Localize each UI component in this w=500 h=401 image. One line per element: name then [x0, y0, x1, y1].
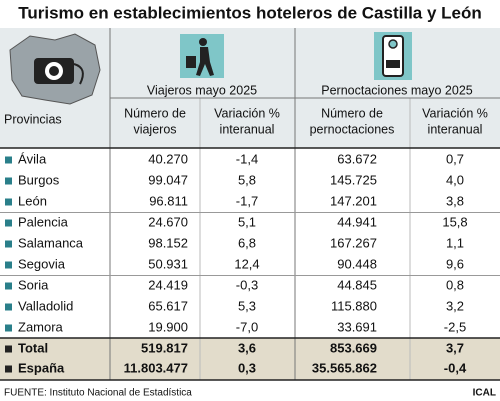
- bullet: [5, 261, 12, 269]
- cell: 5,8: [238, 172, 256, 187]
- cell: 0,3: [238, 360, 256, 375]
- cell: 63.672: [337, 151, 377, 166]
- cell: 3,7: [446, 340, 464, 355]
- row-label: Palencia: [18, 214, 69, 229]
- column-header: Provincias: [4, 112, 62, 126]
- cell: 1,1: [446, 235, 464, 250]
- cell: 24.419: [148, 277, 188, 292]
- cell: 115.880: [331, 298, 377, 313]
- cell: -7,0: [236, 319, 258, 334]
- bullet: [5, 240, 12, 248]
- bullet: [5, 219, 12, 227]
- column-header: Número de: [321, 106, 383, 120]
- cell: 3,2: [446, 298, 464, 313]
- group-header: Pernoctaciones mayo 2025: [321, 83, 473, 97]
- column-header: Número de: [124, 106, 186, 120]
- cell: 44.941: [337, 214, 377, 229]
- cell: 96.811: [149, 193, 188, 208]
- cell: 99.047: [148, 172, 188, 187]
- bullet: [5, 156, 12, 164]
- source: FUENTE: Instituto Nacional de Estadístic…: [4, 388, 192, 399]
- column-header: pernoctaciones: [310, 122, 395, 136]
- cell: 9,6: [446, 256, 464, 271]
- cell: 11.803.477: [124, 360, 188, 375]
- cell: 167.267: [330, 235, 377, 250]
- bullet: [5, 365, 12, 373]
- row-label: Segovia: [18, 256, 66, 271]
- row-label: Valladolid: [18, 298, 73, 313]
- row-label: León: [18, 193, 47, 208]
- cell: 3,8: [446, 193, 464, 208]
- cell: 3,6: [238, 340, 256, 355]
- bullet: [5, 282, 12, 290]
- cell: 50.931: [148, 256, 188, 271]
- cell: 35.565.862: [312, 360, 377, 375]
- traveler-icon: [180, 34, 224, 78]
- column-header: interanual: [220, 122, 275, 136]
- group-header: Viajeros mayo 2025: [147, 83, 257, 97]
- totals-band: [0, 338, 500, 380]
- bullet: [5, 345, 12, 353]
- map-icon: [9, 33, 101, 105]
- cell: 6,8: [238, 235, 256, 250]
- cell: 40.270: [148, 151, 188, 166]
- cell: -2,5: [444, 319, 466, 334]
- cell: 65.617: [148, 298, 188, 313]
- row-label: Salamanca: [18, 235, 84, 250]
- cell: 5,1: [238, 214, 256, 229]
- column-header: interanual: [428, 122, 483, 136]
- cell: 519.817: [141, 340, 188, 355]
- cell: 24.670: [148, 214, 188, 229]
- cell: -1,4: [236, 151, 258, 166]
- bullet: [5, 177, 12, 185]
- cell: 145.725: [330, 172, 377, 187]
- cell: 12,4: [234, 256, 259, 271]
- cell: 15,8: [442, 214, 467, 229]
- title: Turismo en establecimientos hoteleros de…: [18, 3, 482, 22]
- cell: 19.900: [148, 319, 188, 334]
- row-label: España: [18, 360, 65, 375]
- cell: 90.448: [337, 256, 377, 271]
- cell: 4,0: [446, 172, 464, 187]
- cell: 0,7: [446, 151, 464, 166]
- row-label: Total: [18, 340, 48, 355]
- cell: -0,4: [444, 360, 467, 375]
- row-label: Zamora: [18, 319, 64, 334]
- credit: ICAL: [473, 388, 496, 399]
- cell: 147.201: [330, 193, 377, 208]
- cell: -1,7: [236, 193, 258, 208]
- bullet: [5, 303, 12, 311]
- bullet: [5, 198, 12, 206]
- cell: 5,3: [238, 298, 256, 313]
- cell: 98.152: [148, 235, 188, 250]
- door-hanger-icon: [374, 32, 412, 80]
- cell: 44.845: [337, 277, 377, 292]
- column-header: Variación %: [214, 106, 280, 120]
- cell: 33.691: [337, 319, 377, 334]
- row-label: Ávila: [18, 151, 47, 166]
- row-label: Soria: [18, 277, 49, 292]
- cell: 0,8: [446, 277, 464, 292]
- column-header: viajeros: [133, 122, 176, 136]
- row-label: Burgos: [18, 172, 60, 187]
- cell: -0,3: [236, 277, 258, 292]
- bullet: [5, 324, 12, 332]
- column-header: Variación %: [422, 106, 488, 120]
- cell: 853.669: [330, 340, 377, 355]
